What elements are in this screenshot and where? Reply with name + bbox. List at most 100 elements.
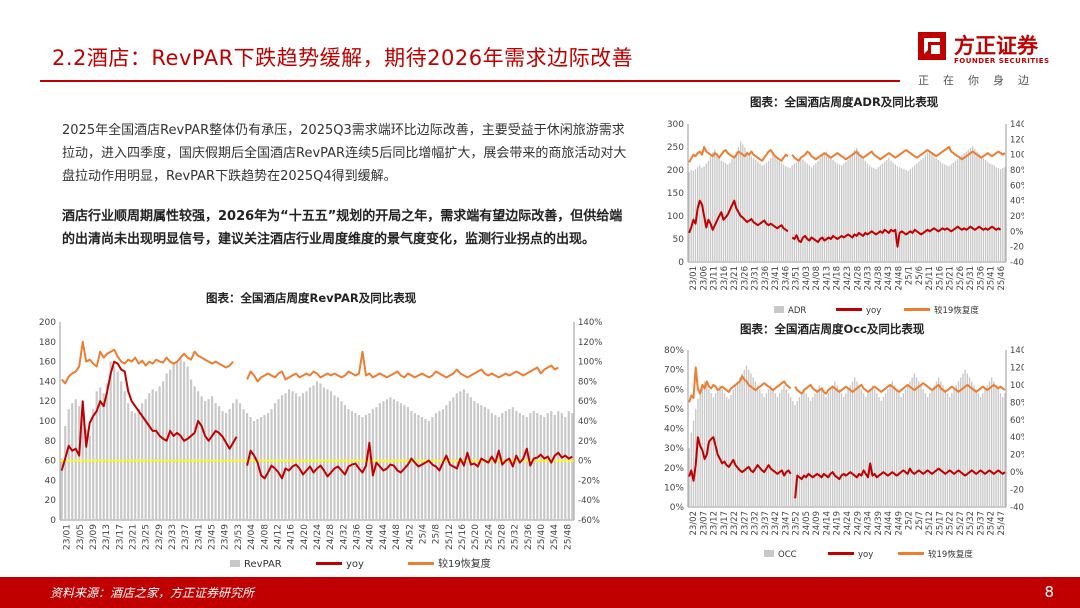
chart-bar [487, 409, 490, 520]
chart-bar [843, 163, 845, 262]
chart-bar [763, 164, 765, 262]
chart-bar [997, 389, 999, 507]
chart-bar [868, 165, 871, 262]
chart-bar [476, 403, 479, 520]
x-tick-label: 24/33 [864, 266, 874, 291]
chart-bar [836, 163, 838, 262]
chart-bar [963, 153, 965, 262]
chart-bar [333, 395, 336, 520]
chart-bar [385, 399, 389, 520]
chart-bar [130, 411, 133, 520]
chart-bar [752, 377, 754, 507]
chart-bar [739, 141, 742, 262]
chart-bar [971, 381, 973, 507]
chart-bar [780, 162, 783, 262]
chart-bar [944, 389, 946, 507]
x-tick-label: 25/26 [956, 266, 966, 291]
y-tick-label: 10% [664, 483, 684, 493]
x-tick-label: 24/23 [843, 266, 853, 291]
chart-bar [931, 153, 933, 262]
chart-bar [701, 385, 704, 507]
chart-bar [733, 155, 735, 262]
y2-tick-label: 120% [1010, 135, 1024, 145]
chart-bar [497, 417, 500, 520]
chart-bar [518, 413, 521, 520]
chart-bar [858, 385, 860, 507]
x-tick-label: 25/7 [915, 511, 925, 530]
chart-bar [851, 153, 854, 262]
legend-swatch-bar [774, 306, 784, 313]
chart-bar [424, 419, 427, 520]
chart-bar [805, 393, 807, 507]
chart-bar [725, 397, 728, 507]
legend-label: ADR [788, 306, 806, 316]
chart-bar [148, 393, 151, 520]
chart-bar [469, 397, 472, 520]
chart-bar [319, 383, 322, 520]
chart-bar [699, 165, 701, 262]
chart-bar [960, 377, 962, 507]
chart-bar [211, 396, 214, 520]
chart-bar [813, 165, 815, 262]
x-tick-label: 25/6 [915, 266, 925, 285]
chart-bar [792, 401, 794, 507]
series-line-yoy [60, 360, 573, 480]
chart-bar [915, 377, 918, 507]
x-tick-label: 25/40 [537, 524, 547, 550]
chart-bar [999, 393, 1002, 507]
x-tick-label: 23/25 [142, 524, 152, 550]
chart-bar [218, 406, 221, 520]
chart-bar [888, 158, 890, 262]
x-tick-label: 24/20 [300, 524, 310, 550]
chart-bar [571, 413, 574, 520]
chart-bar [866, 163, 869, 262]
chart-bar [999, 169, 1002, 262]
chart-bar [179, 356, 182, 520]
page-number: 8 [1044, 583, 1054, 601]
chart-bar [817, 160, 819, 262]
chart-bar [774, 393, 776, 507]
series-line-recovery [688, 366, 1006, 403]
chart-bar [905, 170, 907, 262]
chart-bar [515, 411, 518, 520]
chart-bar [987, 161, 989, 262]
x-tick-label: 23/29 [155, 524, 165, 550]
chart-bar [922, 158, 924, 262]
chart-bar [252, 421, 256, 520]
chart-bar [553, 415, 556, 520]
y2-tick-label: 20% [578, 437, 597, 447]
chart-bar [965, 151, 967, 262]
x-tick-label: 24/34 [864, 511, 874, 536]
chart-bar [741, 373, 743, 507]
y-tick-label: 160 [39, 358, 56, 368]
chart-bar [883, 161, 886, 262]
x-tick-label: 23/07 [699, 511, 709, 536]
chart-bar [731, 158, 733, 262]
x-tick-label: 24/08 [812, 266, 822, 291]
chart-bar [880, 401, 882, 507]
chart-bar [834, 161, 836, 262]
brand-logo: 方正证券 FOUNDER SECURITIES 正在你身边 [918, 30, 1058, 90]
chart-bar [969, 147, 972, 262]
chart-bar [896, 389, 898, 507]
chart-bar [431, 417, 434, 520]
x-tick-label: 23/42 [771, 511, 781, 536]
chart-bar [158, 386, 161, 520]
chart-bar [933, 385, 935, 507]
chart-bar [200, 396, 203, 520]
chart-bar [165, 373, 168, 520]
chart-bar [221, 411, 224, 520]
chart-bar [761, 393, 763, 507]
chart-bar [172, 363, 175, 520]
chart-bar [815, 163, 817, 262]
chart-bar [913, 373, 916, 507]
chart-bar [976, 151, 978, 262]
x-tick-label: 23/01 [689, 266, 699, 291]
chart-bar [525, 417, 528, 520]
chart-bar [368, 413, 371, 520]
chart-bar [973, 385, 975, 507]
chart-bar [862, 393, 865, 507]
chart-bar [890, 160, 892, 262]
chart-bar [860, 155, 862, 262]
chart-bar [445, 405, 448, 520]
